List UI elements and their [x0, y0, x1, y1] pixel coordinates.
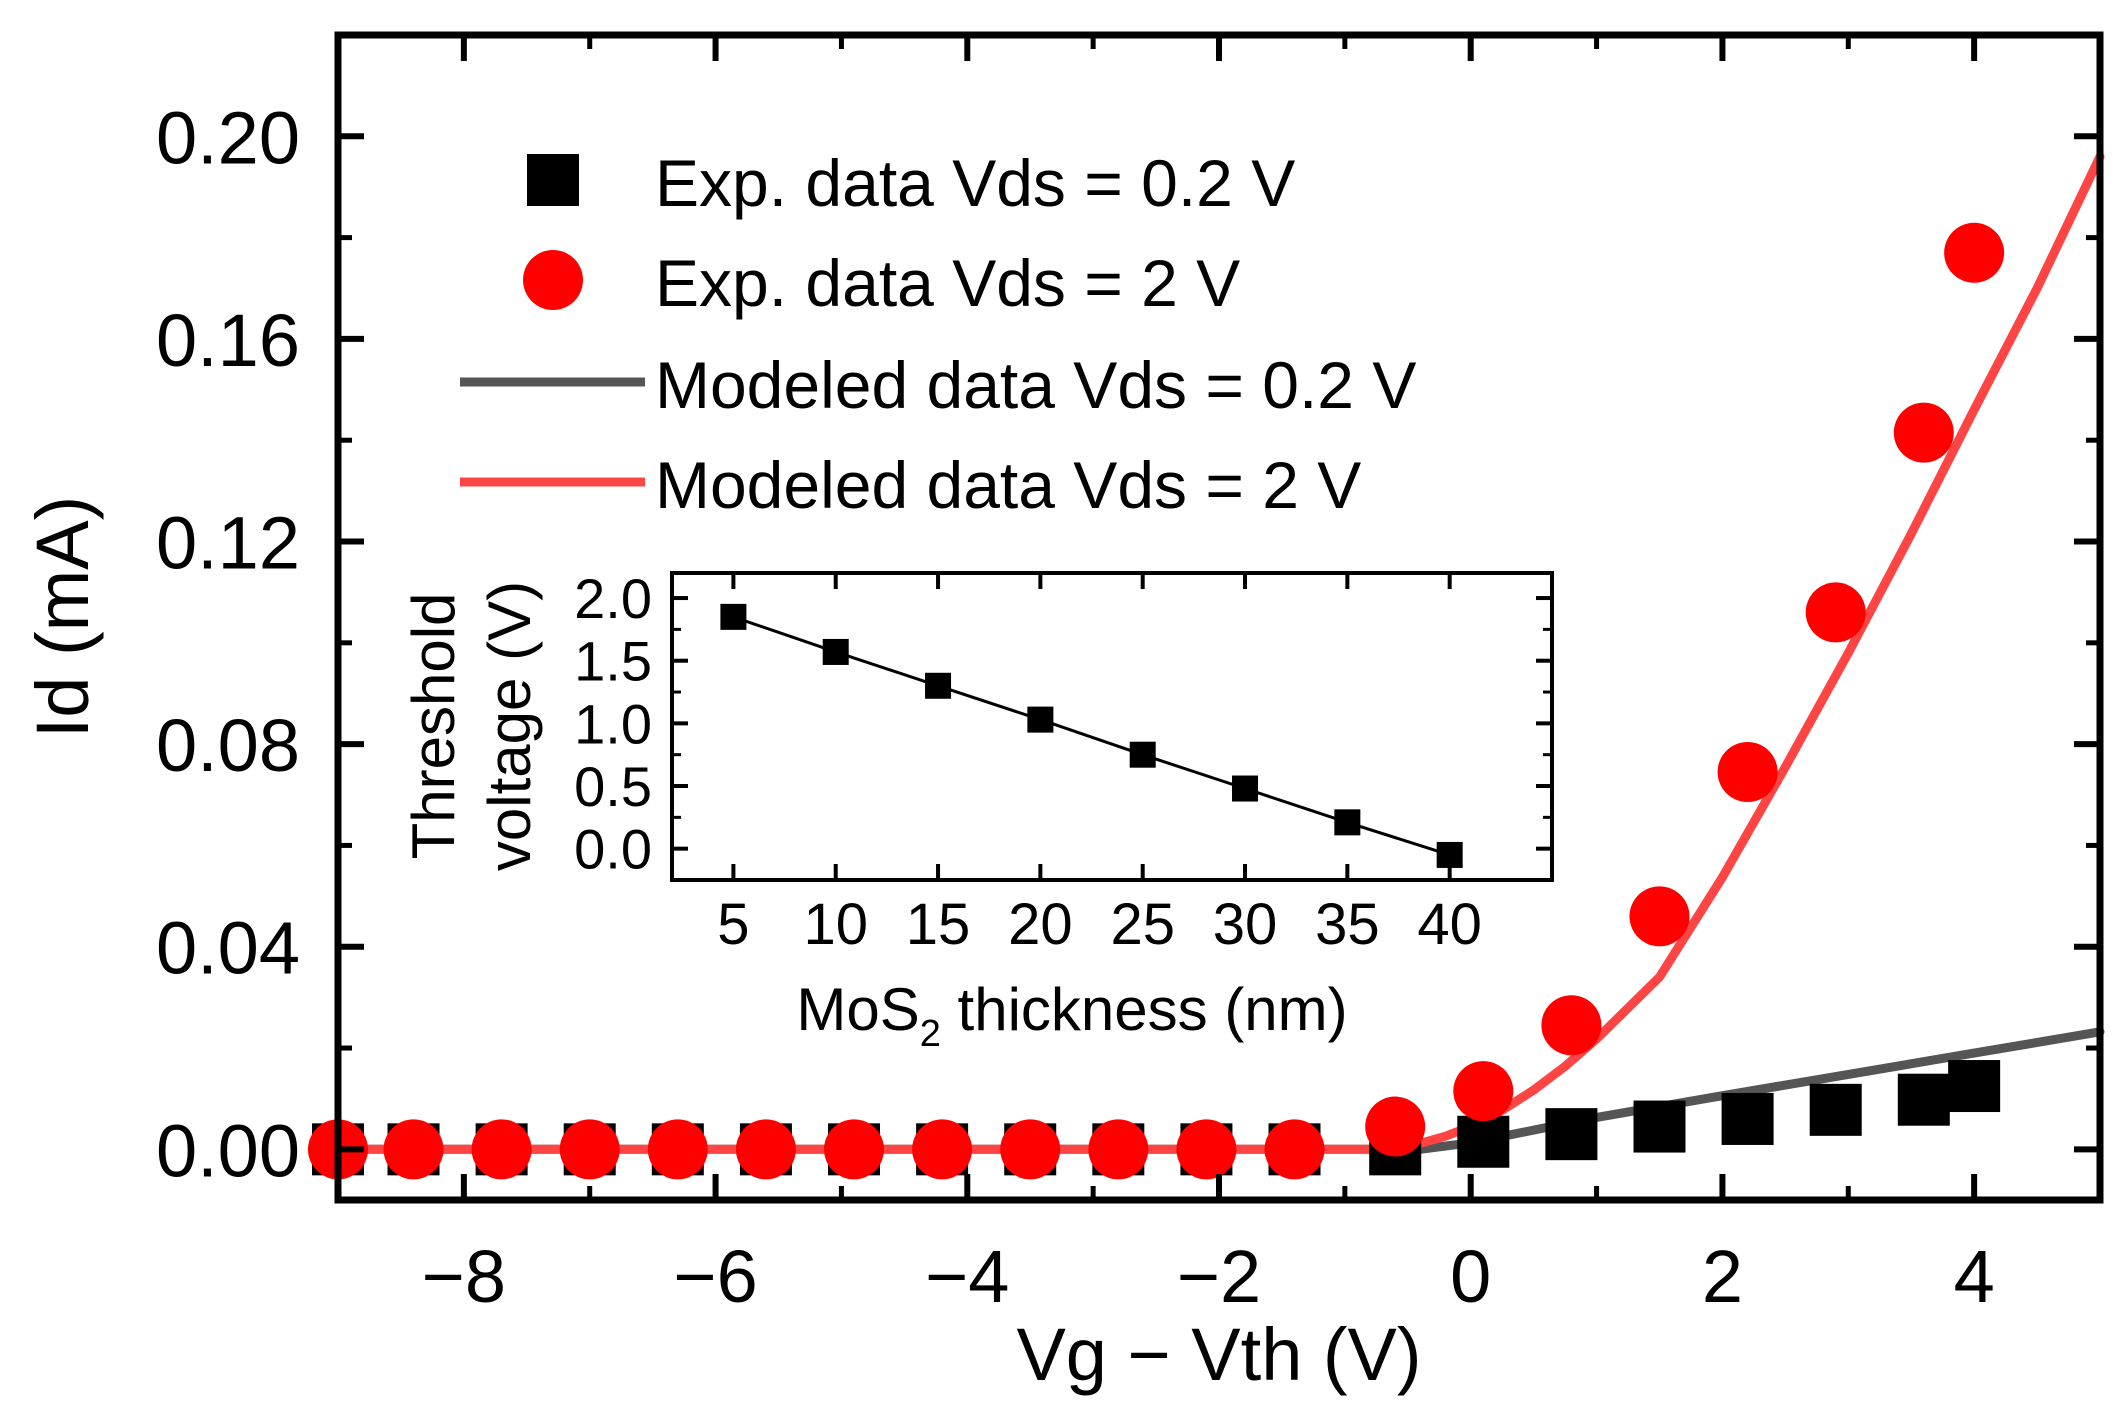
main-y-axis-title: Id (mA): [21, 496, 104, 739]
main-circle-point: [735, 1119, 796, 1180]
inset-x-tick-label: 20: [1008, 892, 1073, 957]
main-circle-point: [1717, 741, 1778, 802]
main-y-tick-label: 0.04: [156, 907, 300, 990]
inset-x-tick-label: 25: [1110, 892, 1175, 957]
inset-y-tick-label: 0.5: [574, 755, 652, 818]
main-y-tick-label: 0.00: [156, 1109, 300, 1192]
main-axis-ticks: [335, 32, 2103, 1200]
main-circle-point: [647, 1119, 708, 1180]
main-x-tick-label: −8: [422, 1235, 506, 1318]
inset-y-tick-label: 2.0: [574, 567, 652, 630]
main-y-tick-label: 0.20: [156, 96, 300, 179]
inset-square-point: [1027, 706, 1054, 733]
main-plot: −8 −6 −4 −2 0 2 4 0.00 0.04 0.08 0.12 0.16 0.20 Vg …: [21, 31, 2105, 1396]
main-square-point: [1897, 1073, 1950, 1126]
main-circle-point: [383, 1119, 444, 1180]
main-circle-point: [1088, 1119, 1149, 1180]
inset-x-tick-label: 30: [1213, 892, 1278, 957]
inset-background: [672, 573, 1552, 880]
inset-square-point: [1232, 775, 1259, 802]
main-circle-point: [912, 1119, 973, 1180]
inset-x-title-main: MoS: [796, 976, 919, 1043]
main-x-tick-label: −4: [925, 1235, 1009, 1318]
main-y-tick-label: 0.12: [156, 502, 300, 585]
main-x-axis-title: Vg − Vth (V): [1016, 1313, 1421, 1396]
legend-label: Modeled data Vds = 2 V: [655, 448, 1361, 522]
main-y-tick-label: 0.08: [156, 704, 300, 787]
main-x-tick-label: 4: [1954, 1235, 1995, 1318]
main-series-markers: [308, 222, 2005, 1180]
main-circle-point: [559, 1119, 620, 1180]
inset-x-tick-label: 40: [1417, 892, 1482, 957]
main-circle-point: [1453, 1061, 1514, 1122]
inset-x-tick-label: 15: [906, 892, 971, 957]
inset-series-markers: [720, 603, 1463, 868]
inset-y-tick-label: 0.0: [574, 818, 652, 881]
inset-axis-ticks: [672, 573, 1552, 880]
inset-square-point: [1436, 841, 1463, 868]
main-square-point: [1721, 1092, 1774, 1145]
inset-series-line-0: [732, 615, 1451, 857]
inset-square-point: [925, 672, 952, 699]
inset-y-tick-labels: 0.00.51.01.52.0: [574, 567, 652, 881]
inset-y-axis-title-line2: voltage (V): [476, 581, 543, 871]
main-circle-point: [1805, 582, 1866, 643]
main-y-tick-labels: 0.00 0.04 0.08 0.12 0.16 0.20: [156, 96, 300, 1192]
inset-x-tick-label: 10: [803, 892, 868, 957]
inset-x-title-subscript: 2: [920, 1013, 941, 1055]
inset-square-point: [1334, 809, 1361, 836]
inset-x-tick-label: 5: [717, 892, 749, 957]
main-square-point: [1633, 1100, 1686, 1153]
main-circle-point: [824, 1119, 885, 1180]
main-circle-point: [1365, 1096, 1426, 1157]
main-circle-point: [1176, 1119, 1237, 1180]
inset-square-point: [720, 603, 747, 630]
main-x-tick-label: −6: [673, 1235, 757, 1318]
main-circle-point: [1944, 222, 2005, 283]
legend-square-icon: [527, 154, 579, 206]
inset-x-axis-title: MoS2 thickness (nm): [796, 976, 1347, 1055]
inset-square-point: [822, 638, 849, 665]
inset-y-axis-title-line1: Threshold: [400, 593, 467, 860]
inset-x-tick-labels: 5 10 15 20 25 30 35 40: [717, 892, 1482, 957]
main-circle-point: [471, 1119, 532, 1180]
inset-series-line: [732, 615, 1451, 857]
inset-y-tick-label: 1.5: [574, 630, 652, 693]
main-circle-point: [1893, 402, 1954, 463]
inset-y-tick-label: 1.0: [574, 692, 652, 755]
legend-circle-icon: [523, 250, 583, 310]
main-square-point: [1545, 1108, 1598, 1161]
legend: Exp. data Vds = 0.2 V Exp. data Vds = 2 V…: [460, 146, 1416, 522]
main-x-tick-label: 0: [1450, 1235, 1491, 1318]
main-x-tick-label: −2: [1177, 1235, 1261, 1318]
inset-square-point: [1129, 741, 1156, 768]
main-y-tick-label: 0.16: [156, 299, 300, 382]
main-square-point: [1809, 1083, 1862, 1136]
main-circle-point: [1629, 886, 1690, 947]
inset-plot: 5 10 15 20 25 30 35 40 0.00.51.01.52.0 MoS2 thi…: [400, 567, 1554, 1055]
main-square-point: [1948, 1060, 2001, 1113]
legend-label: Exp. data Vds = 0.2 V: [655, 146, 1295, 220]
legend-label: Exp. data Vds = 2 V: [655, 246, 1240, 320]
main-x-tick-label: 2: [1702, 1235, 1743, 1318]
inset-plot-frame: [670, 571, 1554, 882]
main-circle-point: [1000, 1119, 1061, 1180]
inset-x-tick-label: 35: [1315, 892, 1380, 957]
main-square-point: [1457, 1115, 1510, 1168]
main-circle-point: [1541, 995, 1602, 1056]
main-x-tick-labels: −8 −6 −4 −2 0 2 4: [422, 1235, 1995, 1318]
legend-label: Modeled data Vds = 0.2 V: [655, 348, 1416, 422]
inset-x-title-rest: thickness (nm): [941, 976, 1348, 1043]
main-circle-point: [1264, 1119, 1325, 1180]
